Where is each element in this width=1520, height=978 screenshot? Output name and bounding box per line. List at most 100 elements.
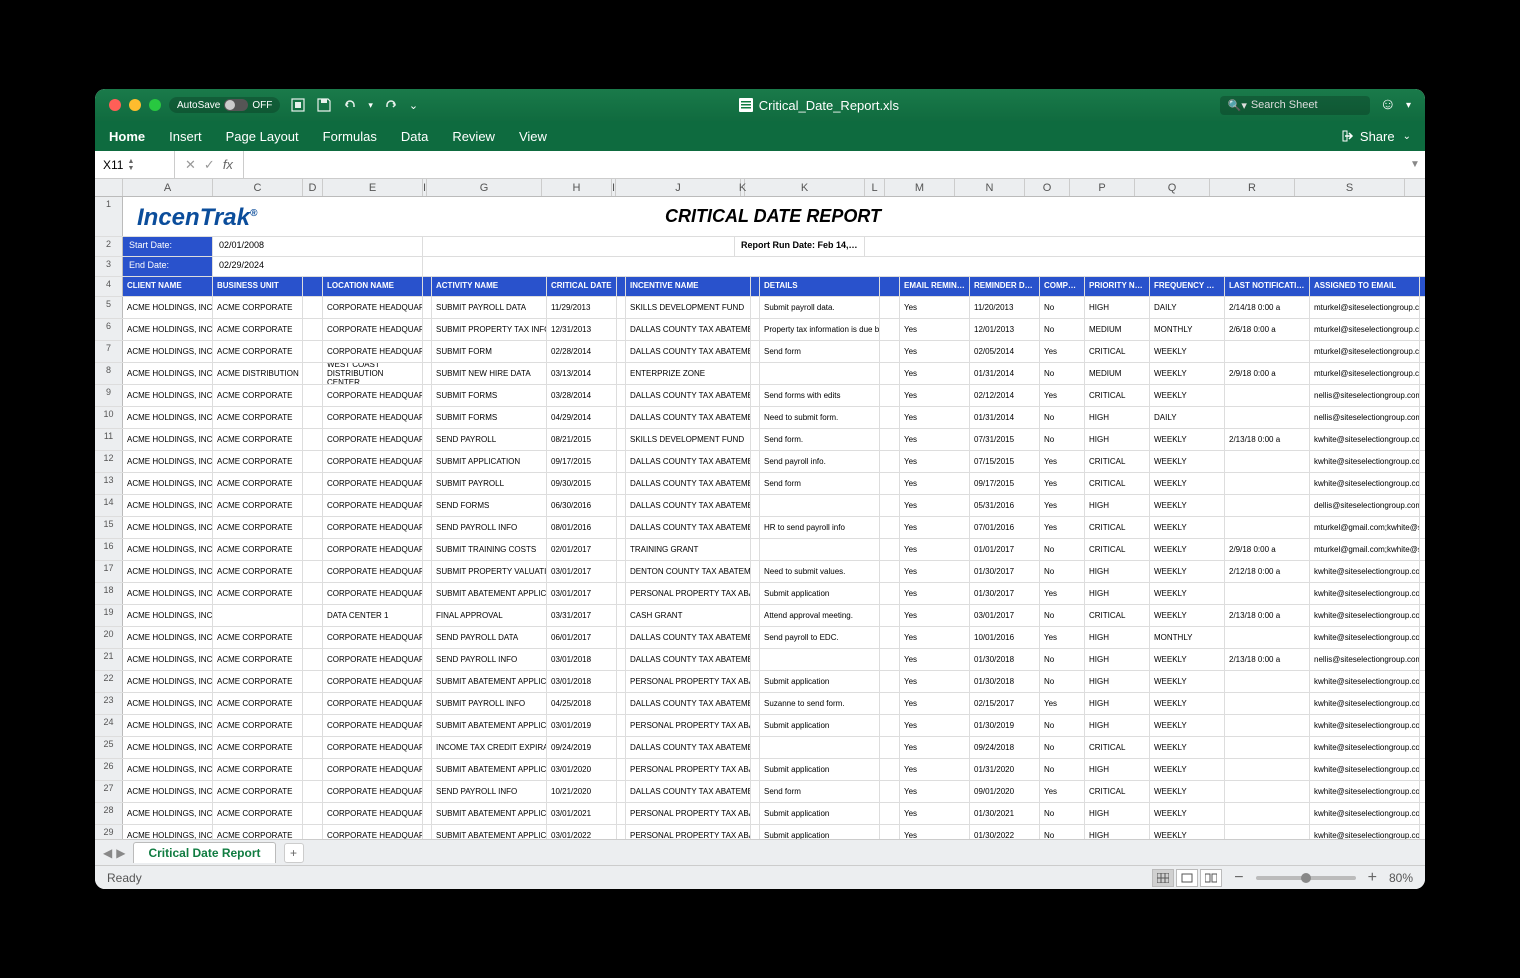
table-cell[interactable]: Need to submit values. [760, 561, 880, 582]
table-cell[interactable]: No [1040, 825, 1085, 839]
table-cell[interactable]: 03/01/2022 [547, 825, 617, 839]
table-cell[interactable]: WEEKLY [1150, 803, 1225, 824]
table-cell[interactable]: DALLAS COUNTY TAX ABATEMENT [626, 517, 751, 538]
table-cell[interactable]: Submit application [760, 825, 880, 839]
table-cell[interactable]: 01/30/2017 [970, 561, 1040, 582]
row-header[interactable]: 14 [95, 495, 123, 516]
table-header[interactable]: EMAIL REMINDER [900, 277, 970, 296]
table-cell[interactable]: ACME CORPORATE [213, 693, 303, 714]
table-cell[interactable]: WEEKLY [1150, 341, 1225, 362]
table-cell[interactable]: ACME HOLDINGS, INC. [123, 583, 213, 604]
table-cell[interactable]: DALLAS COUNTY TAX ABATEMENT [626, 495, 751, 516]
table-cell[interactable]: 01/30/2019 [970, 715, 1040, 736]
table-cell[interactable]: ACME CORPORATE [213, 671, 303, 692]
row-header[interactable]: 27 [95, 781, 123, 802]
row-header[interactable]: 6 [95, 319, 123, 340]
table-cell[interactable]: SEND PAYROLL DATA [432, 627, 547, 648]
table-cell[interactable] [423, 649, 432, 670]
home-icon[interactable] [290, 97, 306, 113]
table-cell[interactable]: kwhite@siteselectiongroup.com [1310, 473, 1420, 494]
table-cell[interactable] [880, 627, 900, 648]
table-cell[interactable]: ACME CORPORATE [213, 627, 303, 648]
table-cell[interactable]: Yes [900, 385, 970, 406]
table-header[interactable]: DETAILS [760, 277, 880, 296]
table-cell[interactable]: No [1040, 737, 1085, 758]
table-cell[interactable]: CRITICAL [1085, 539, 1150, 560]
column-header[interactable]: K [745, 179, 865, 196]
table-cell[interactable] [617, 715, 626, 736]
column-header[interactable]: O [1025, 179, 1070, 196]
table-cell[interactable] [423, 583, 432, 604]
table-cell[interactable]: ACME HOLDINGS, INC. [123, 627, 213, 648]
table-cell[interactable]: MEDIUM [1085, 363, 1150, 384]
table-cell[interactable]: FINAL APPROVAL [432, 605, 547, 626]
table-cell[interactable]: Yes [900, 517, 970, 538]
table-cell[interactable]: Submit application [760, 671, 880, 692]
table-cell[interactable]: ACME CORPORATE [213, 341, 303, 362]
table-cell[interactable] [617, 319, 626, 340]
table-cell[interactable]: Yes [1040, 517, 1085, 538]
table-cell[interactable] [760, 363, 880, 384]
table-cell[interactable] [1225, 825, 1310, 839]
table-cell[interactable]: No [1040, 803, 1085, 824]
table-cell[interactable]: Yes [900, 803, 970, 824]
column-header[interactable]: L [865, 179, 885, 196]
table-cell[interactable] [1225, 671, 1310, 692]
table-cell[interactable] [303, 561, 323, 582]
table-cell[interactable]: Yes [1040, 781, 1085, 802]
table-cell[interactable]: CORPORATE HEADQUARTERS [323, 825, 423, 839]
column-header[interactable]: G [427, 179, 542, 196]
table-cell[interactable]: HIGH [1085, 561, 1150, 582]
table-cell[interactable] [303, 319, 323, 340]
row-header[interactable]: 9 [95, 385, 123, 406]
ribbon-tab-review[interactable]: Review [452, 125, 495, 148]
table-cell[interactable]: Yes [900, 495, 970, 516]
table-header[interactable] [303, 277, 323, 296]
table-cell[interactable] [617, 341, 626, 362]
table-cell[interactable] [1225, 517, 1310, 538]
share-button[interactable]: Share [1342, 129, 1395, 144]
table-cell[interactable] [423, 319, 432, 340]
table-cell[interactable]: 2/6/18 0:00 a [1225, 319, 1310, 340]
table-cell[interactable]: No [1040, 759, 1085, 780]
table-cell[interactable]: 07/01/2016 [970, 517, 1040, 538]
table-header[interactable]: LOCATION NAME [323, 277, 423, 296]
row-header[interactable]: 20 [95, 627, 123, 648]
table-cell[interactable]: Yes [1040, 385, 1085, 406]
table-cell[interactable]: 01/30/2022 [970, 825, 1040, 839]
table-cell[interactable]: HIGH [1085, 407, 1150, 428]
table-cell[interactable] [617, 297, 626, 318]
table-cell[interactable]: No [1040, 715, 1085, 736]
row-header[interactable]: 11 [95, 429, 123, 450]
table-header[interactable]: LAST NOTIFICATION DATE [1225, 277, 1310, 296]
table-cell[interactable] [760, 737, 880, 758]
table-cell[interactable]: 09/24/2018 [970, 737, 1040, 758]
table-cell[interactable]: mturkel@siteselectiongroup.com [1310, 363, 1420, 384]
table-cell[interactable] [617, 671, 626, 692]
table-cell[interactable]: Yes [900, 319, 970, 340]
table-cell[interactable]: kwhite@siteselectiongroup.com [1310, 825, 1420, 839]
table-cell[interactable] [303, 737, 323, 758]
table-cell[interactable] [751, 297, 760, 318]
row-header[interactable]: 19 [95, 605, 123, 626]
undo-icon[interactable] [342, 97, 358, 113]
table-cell[interactable]: SEND PAYROLL INFO [432, 781, 547, 802]
table-cell[interactable]: kwhite@siteselectiongroup.com [1310, 671, 1420, 692]
table-cell[interactable]: WEEKLY [1150, 561, 1225, 582]
table-cell[interactable]: Yes [1040, 473, 1085, 494]
table-cell[interactable]: HIGH [1085, 803, 1150, 824]
table-cell[interactable]: DALLAS COUNTY TAX ABATEMENT [626, 737, 751, 758]
table-cell[interactable]: SKILLS DEVELOPMENT FUND [626, 297, 751, 318]
table-cell[interactable] [423, 561, 432, 582]
row-header[interactable]: 1 [95, 197, 123, 236]
table-cell[interactable]: DALLAS COUNTY TAX ABATEMENT [626, 627, 751, 648]
table-cell[interactable]: Suzanne to send form. [760, 693, 880, 714]
normal-view-button[interactable] [1152, 869, 1174, 887]
table-cell[interactable] [880, 561, 900, 582]
expand-formula-icon[interactable]: ▼ [1405, 151, 1425, 178]
table-cell[interactable]: 03/13/2014 [547, 363, 617, 384]
table-cell[interactable] [880, 583, 900, 604]
table-cell[interactable] [880, 473, 900, 494]
end-date-value[interactable]: 02/29/2024 [213, 257, 423, 276]
table-cell[interactable]: CRITICAL [1085, 517, 1150, 538]
